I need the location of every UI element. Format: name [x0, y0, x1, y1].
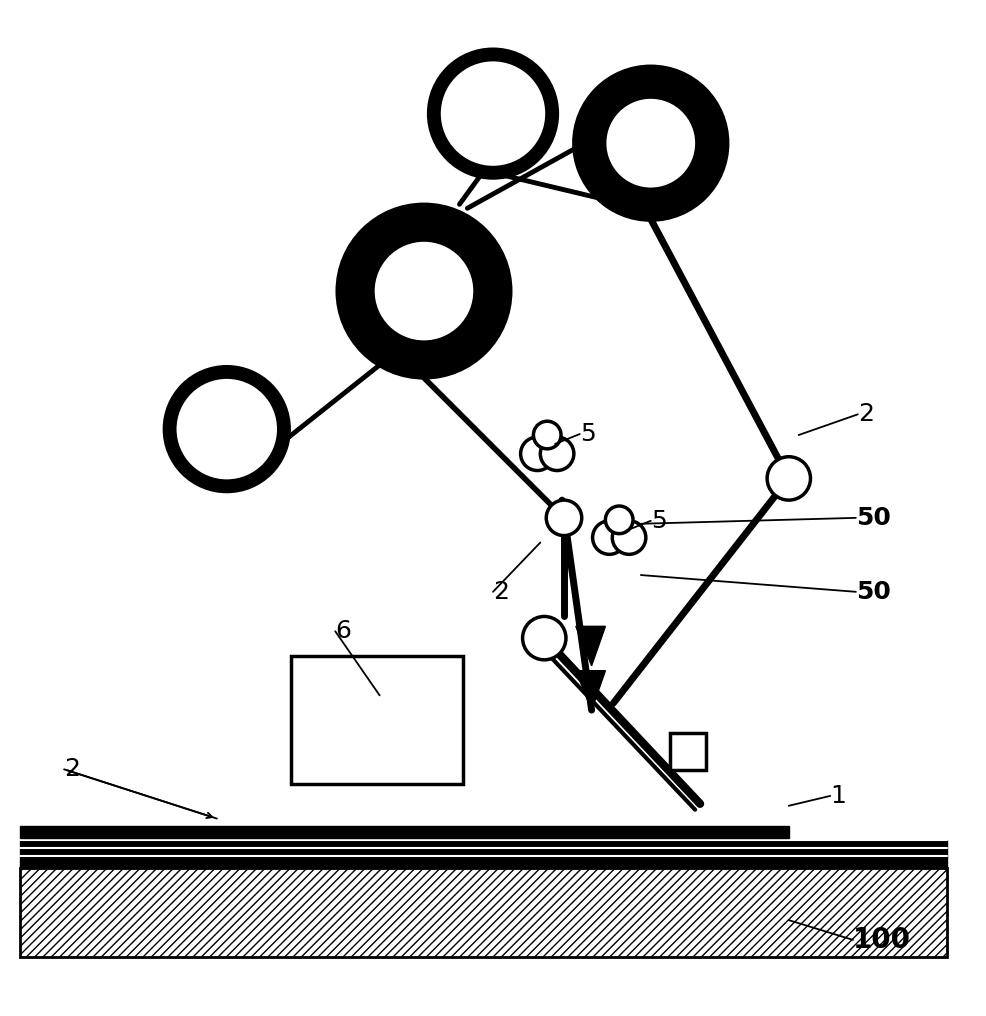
Text: 5: 5: [651, 509, 667, 532]
Polygon shape: [576, 671, 605, 710]
Circle shape: [540, 437, 574, 470]
Bar: [291, 656, 463, 784]
Circle shape: [521, 437, 554, 470]
Circle shape: [593, 521, 626, 555]
Circle shape: [170, 372, 284, 487]
Circle shape: [767, 457, 810, 500]
Text: 1: 1: [830, 784, 846, 808]
Text: 5: 5: [580, 422, 596, 446]
Circle shape: [546, 500, 582, 535]
Text: 100: 100: [853, 926, 911, 954]
Circle shape: [533, 422, 561, 449]
Text: 2: 2: [858, 402, 874, 427]
Text: 6: 6: [335, 619, 351, 643]
Text: 2: 2: [64, 757, 80, 781]
Circle shape: [337, 204, 511, 378]
Text: 50: 50: [856, 580, 890, 604]
Text: 50: 50: [856, 506, 890, 530]
Circle shape: [434, 55, 552, 173]
Bar: [670, 733, 706, 770]
Circle shape: [375, 242, 473, 340]
Bar: [20, 868, 947, 957]
Circle shape: [612, 521, 646, 555]
Bar: [20, 840, 947, 868]
Circle shape: [574, 66, 728, 220]
Circle shape: [606, 99, 695, 188]
Text: 2: 2: [493, 580, 509, 604]
Bar: [20, 826, 789, 838]
Polygon shape: [576, 626, 605, 665]
Circle shape: [523, 617, 566, 659]
Circle shape: [605, 506, 633, 533]
